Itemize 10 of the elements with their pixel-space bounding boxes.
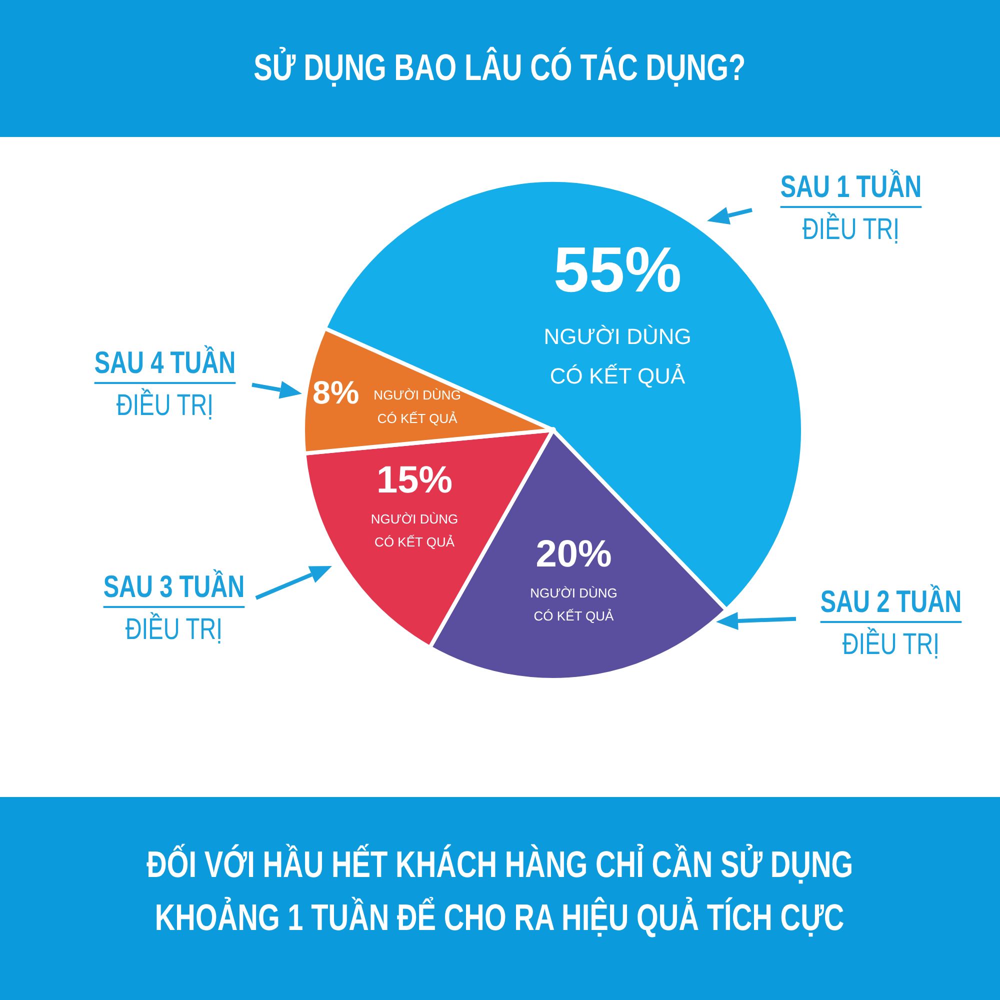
data-label: 15% NGƯỜI DÙNG CÓ KẾT QUẢ — [370, 459, 458, 550]
data-label: 8% NGƯỜI DÙNG CÓ KẾT QUẢ — [312, 374, 461, 426]
slice-label: SAU 1 TUẦN ĐIỀU TRỊ — [780, 169, 922, 246]
slice-label: SAU 3 TUẦN ĐIỀU TRỊ — [103, 569, 245, 646]
data-label: 20% NGƯỜI DÙNG CÓ KẾT QUẢ — [530, 533, 618, 624]
slice-label: SAU 2 TUẦN ĐIỀU TRỊ — [820, 584, 962, 661]
slice-label: SAU 4 TUẦN ĐIỀU TRỊ — [94, 345, 236, 422]
data-label: 55% NGƯỜI DÙNG CÓ KẾT QUẢ — [544, 234, 692, 389]
chart-title: SỬ DỤNG BAO LÂU CÓ TÁC DỤNG? — [254, 47, 746, 88]
text: ĐỐI VỚI HẦU HẾT KHÁCH HÀNG CHỈ CẦN SỬ DỤNG KHOẢNG 1 TUẦN ĐỂ CHO RA HIỆU QUẢ TÍCH CỰC — [146, 844, 854, 938]
